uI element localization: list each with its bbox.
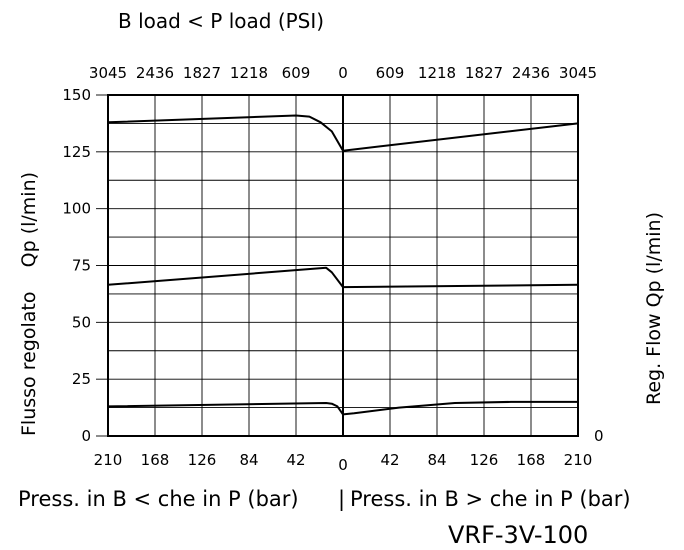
left-ylabel: Flusso regolato Qp (l/min) — [18, 172, 40, 436]
y-tick-label: 75 — [72, 257, 91, 275]
right-zero-label: 0 — [594, 427, 604, 445]
series-line-1 — [107, 114, 579, 152]
top-tick-label: 1827 — [183, 64, 221, 82]
curves — [107, 114, 579, 416]
bottom-tick-label: 42 — [380, 451, 399, 469]
grid — [96, 94, 579, 437]
bottom-tick-label: 126 — [470, 451, 499, 469]
y-tick-label: 125 — [62, 143, 91, 161]
top-tick-label: 609 — [376, 64, 405, 82]
y-tick-labels: 0 25 50 75 100 125 150 — [62, 86, 91, 445]
bottom-tick-label: 168 — [141, 451, 170, 469]
bottom-tick-labels: 210 168 126 84 42 0 42 84 126 168 210 — [94, 451, 593, 474]
model-label: VRF-3V-100 — [448, 521, 588, 549]
top-tick-label: 1218 — [418, 64, 456, 82]
xlabel-left: Press. in B < che in P (bar) — [18, 487, 299, 511]
top-tick-label: 1827 — [465, 64, 503, 82]
xlabel-right: Press. in B > che in P (bar) — [350, 487, 631, 511]
y-tick-label: 25 — [72, 370, 91, 388]
top-tick-label: 3045 — [89, 64, 127, 82]
top-tick-labels: 3045 2436 1827 1218 609 0 609 1218 1827 2436 3045 — [89, 64, 597, 82]
right-ylabel: Reg. Flow Qp (l/min) — [643, 212, 665, 405]
top-title: B load < P load (PSI) — [118, 9, 324, 33]
bottom-tick-label: 84 — [239, 451, 258, 469]
bottom-tick-label: 84 — [427, 451, 446, 469]
top-tick-label: 2436 — [136, 64, 174, 82]
top-tick-label: 3045 — [559, 64, 597, 82]
bottom-tick-label: 42 — [286, 451, 305, 469]
bottom-tick-label: 210 — [564, 451, 593, 469]
y-tick-label: 100 — [62, 200, 91, 218]
y-tick-label: 150 — [62, 86, 91, 104]
top-tick-label: 609 — [282, 64, 311, 82]
y-tick-label: 50 — [72, 313, 91, 331]
bottom-tick-label: 210 — [94, 451, 123, 469]
series-line-3 — [107, 400, 578, 416]
y-tick-label: 0 — [81, 427, 91, 445]
series-line-2 — [107, 266, 579, 289]
top-tick-label: 1218 — [230, 64, 268, 82]
bottom-tick-label: 0 — [338, 456, 348, 474]
top-tick-label: 0 — [338, 64, 348, 82]
top-tick-label: 2436 — [512, 64, 550, 82]
xlabel-separator: | — [338, 487, 345, 512]
bottom-tick-label: 126 — [188, 451, 217, 469]
bottom-tick-label: 168 — [517, 451, 546, 469]
